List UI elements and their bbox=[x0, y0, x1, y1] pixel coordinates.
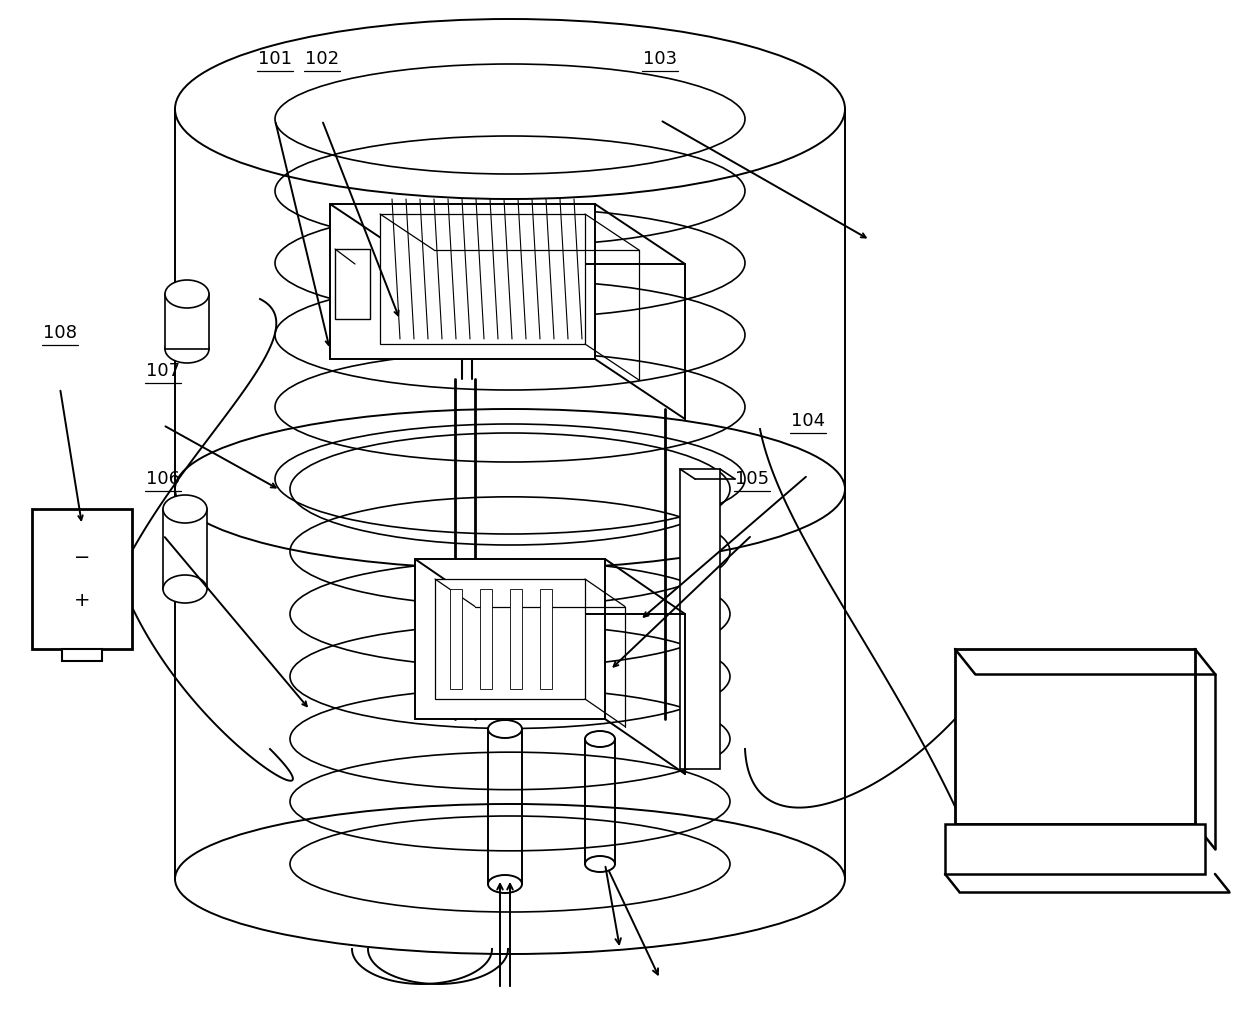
Ellipse shape bbox=[162, 495, 207, 523]
Ellipse shape bbox=[489, 875, 522, 893]
Ellipse shape bbox=[585, 856, 615, 872]
Text: 102: 102 bbox=[305, 50, 339, 68]
Ellipse shape bbox=[489, 720, 522, 738]
Bar bbox=[379, 214, 585, 344]
Text: −: − bbox=[74, 548, 91, 568]
Bar bbox=[510, 589, 522, 689]
Bar bbox=[330, 204, 595, 359]
Bar bbox=[480, 589, 492, 689]
Text: +: + bbox=[73, 591, 91, 609]
Bar bbox=[335, 249, 370, 319]
Text: 108: 108 bbox=[43, 324, 77, 342]
Ellipse shape bbox=[165, 335, 210, 363]
Ellipse shape bbox=[585, 731, 615, 747]
Bar bbox=[162, 509, 207, 589]
Text: 107: 107 bbox=[146, 362, 180, 380]
Bar bbox=[415, 559, 605, 719]
Text: 101: 101 bbox=[258, 50, 291, 68]
Bar bbox=[165, 294, 210, 349]
Bar bbox=[435, 579, 585, 699]
Ellipse shape bbox=[458, 294, 466, 300]
Bar bbox=[680, 469, 720, 769]
Text: 104: 104 bbox=[791, 412, 825, 430]
Bar bbox=[62, 649, 102, 661]
Bar bbox=[955, 649, 1195, 824]
Bar bbox=[945, 824, 1205, 874]
Text: 105: 105 bbox=[735, 470, 769, 488]
Bar bbox=[539, 589, 552, 689]
Ellipse shape bbox=[165, 280, 210, 308]
Bar bbox=[450, 589, 463, 689]
Ellipse shape bbox=[162, 575, 207, 603]
Ellipse shape bbox=[467, 294, 476, 300]
Bar bbox=[32, 509, 131, 649]
Text: 103: 103 bbox=[642, 50, 677, 68]
Text: 106: 106 bbox=[146, 470, 180, 488]
